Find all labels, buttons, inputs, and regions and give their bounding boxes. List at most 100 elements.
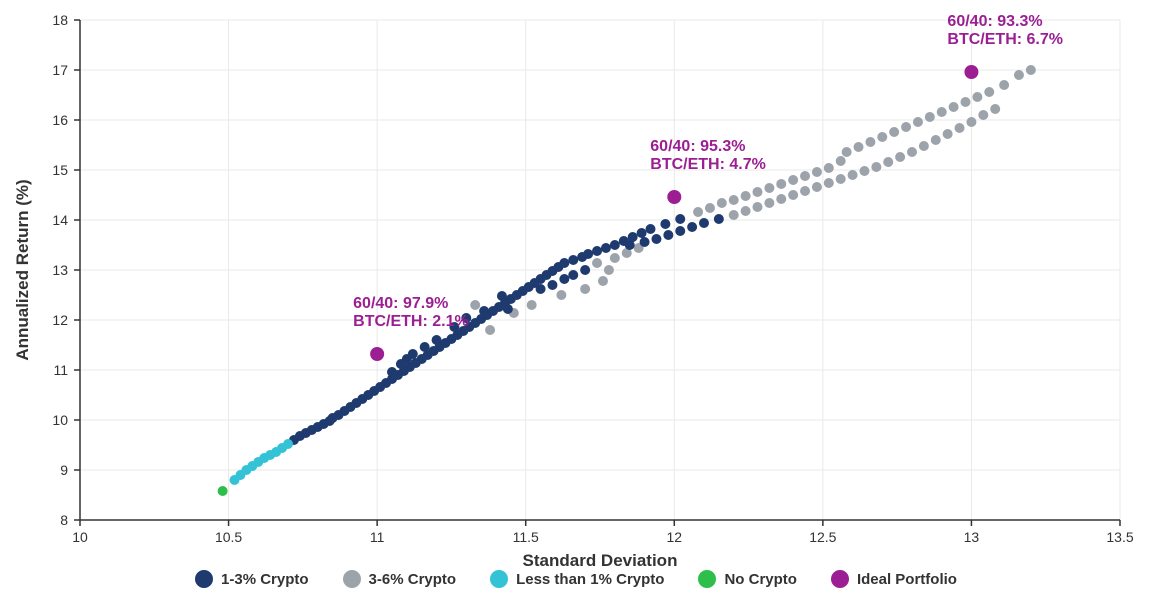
scatter-point-s3_6 [978, 110, 988, 120]
scatter-point-s1_3 [568, 255, 578, 265]
scatter-point-s1_3 [420, 342, 430, 352]
scatter-point-s3_6 [925, 112, 935, 122]
scatter-point-s1_3 [432, 335, 442, 345]
scatter-point-s3_6 [883, 157, 893, 167]
x-tick-label: 13.5 [1106, 529, 1133, 545]
annotation-line2: BTC/ETH: 4.7% [650, 156, 766, 173]
scatter-point-s3_6 [812, 182, 822, 192]
scatter-point-s3_6 [842, 147, 852, 157]
y-axis-label: Annualized Return (%) [13, 179, 32, 360]
x-axis-label: Standard Deviation [523, 551, 678, 570]
scatter-point-s3_6 [955, 123, 965, 133]
y-tick-label: 8 [60, 512, 68, 528]
scatter-point-s1_3 [663, 230, 673, 240]
scatter-point-s3_6 [788, 190, 798, 200]
scatter-point-s3_6 [598, 276, 608, 286]
x-tick-label: 11.5 [513, 529, 539, 545]
scatter-point-s1_3 [699, 218, 709, 228]
scatter-point-s3_6 [931, 135, 941, 145]
scatter-point-s1_3 [637, 228, 647, 238]
scatter-point-s3_6 [556, 290, 566, 300]
scatter-chart: 1010.51111.51212.51313.58910111213141516… [0, 0, 1152, 596]
scatter-point-s3_6 [871, 162, 881, 172]
scatter-point-s1_3 [568, 270, 578, 280]
legend-swatch-icon [698, 570, 716, 588]
scatter-point-s3_6 [693, 207, 703, 217]
scatter-point-s3_6 [741, 206, 751, 216]
scatter-point-s1_3 [619, 236, 629, 246]
scatter-point-s3_6 [729, 195, 739, 205]
scatter-point-s3_6 [764, 183, 774, 193]
scatter-point-s1_3 [580, 265, 590, 275]
legend-swatch-icon [195, 570, 213, 588]
scatter-point-s1_3 [687, 222, 697, 232]
scatter-point-s3_6 [836, 156, 846, 166]
y-tick-label: 15 [52, 162, 68, 178]
scatter-point-s1_3 [592, 246, 602, 256]
scatter-point-s3_6 [877, 132, 887, 142]
scatter-point-s1_3 [660, 219, 670, 229]
x-tick-label: 12 [666, 529, 682, 545]
annotation-line1: 60/40: 97.9% [353, 295, 448, 312]
scatter-point-s1_3 [583, 249, 593, 259]
scatter-point-lt1 [283, 439, 293, 449]
scatter-point-s3_6 [604, 265, 614, 275]
scatter-point-s3_6 [943, 129, 953, 139]
scatter-point-s3_6 [776, 194, 786, 204]
scatter-point-s1_3 [675, 226, 685, 236]
scatter-point-s3_6 [729, 210, 739, 220]
scatter-point-ideal [370, 347, 384, 361]
legend-swatch-icon [343, 570, 361, 588]
scatter-point-s3_6 [592, 258, 602, 268]
scatter-point-s3_6 [741, 191, 751, 201]
scatter-point-s3_6 [610, 253, 620, 263]
scatter-point-ideal [964, 65, 978, 79]
legend-label: Ideal Portfolio [857, 571, 957, 588]
scatter-point-s3_6 [1014, 70, 1024, 80]
scatter-point-s3_6 [527, 300, 537, 310]
scatter-point-s3_6 [949, 102, 959, 112]
scatter-point-s1_3 [651, 234, 661, 244]
chart-svg: 1010.51111.51212.51313.58910111213141516… [0, 0, 1152, 596]
scatter-point-s1_3 [408, 349, 418, 359]
legend-item-s3_6: 3-6% Crypto [343, 570, 457, 588]
scatter-point-s3_6 [836, 174, 846, 184]
x-tick-label: 10.5 [215, 529, 242, 545]
y-tick-label: 17 [52, 62, 68, 78]
y-tick-label: 9 [60, 462, 68, 478]
scatter-point-s3_6 [788, 175, 798, 185]
legend-swatch-icon [831, 570, 849, 588]
scatter-point-s3_6 [800, 186, 810, 196]
scatter-point-s3_6 [913, 117, 923, 127]
scatter-point-ideal [667, 190, 681, 204]
legend: 1-3% Crypto 3-6% Crypto Less than 1% Crypt… [0, 570, 1152, 588]
scatter-point-s3_6 [470, 300, 480, 310]
y-tick-label: 18 [52, 12, 68, 28]
scatter-point-s1_3 [559, 274, 569, 284]
scatter-point-no_crypto [218, 486, 228, 496]
y-tick-label: 11 [53, 362, 68, 378]
scatter-point-s3_6 [764, 198, 774, 208]
legend-item-s1_3: 1-3% Crypto [195, 570, 309, 588]
scatter-point-s3_6 [895, 152, 905, 162]
legend-label: Less than 1% Crypto [516, 571, 664, 588]
scatter-point-s3_6 [907, 147, 917, 157]
scatter-point-s3_6 [865, 137, 875, 147]
scatter-point-s3_6 [859, 166, 869, 176]
y-tick-label: 16 [52, 112, 68, 128]
scatter-point-s1_3 [497, 291, 507, 301]
scatter-point-s1_3 [714, 214, 724, 224]
x-tick-label: 10 [72, 529, 88, 545]
x-tick-label: 12.5 [809, 529, 836, 545]
legend-label: No Crypto [724, 571, 797, 588]
scatter-point-s3_6 [972, 92, 982, 102]
scatter-point-s3_6 [705, 203, 715, 213]
scatter-point-s3_6 [812, 167, 822, 177]
scatter-point-s3_6 [848, 170, 858, 180]
scatter-point-s3_6 [919, 141, 929, 151]
scatter-point-s3_6 [580, 284, 590, 294]
scatter-point-s1_3 [547, 280, 557, 290]
scatter-point-s3_6 [960, 97, 970, 107]
scatter-point-s3_6 [1026, 65, 1036, 75]
legend-label: 3-6% Crypto [369, 571, 457, 588]
